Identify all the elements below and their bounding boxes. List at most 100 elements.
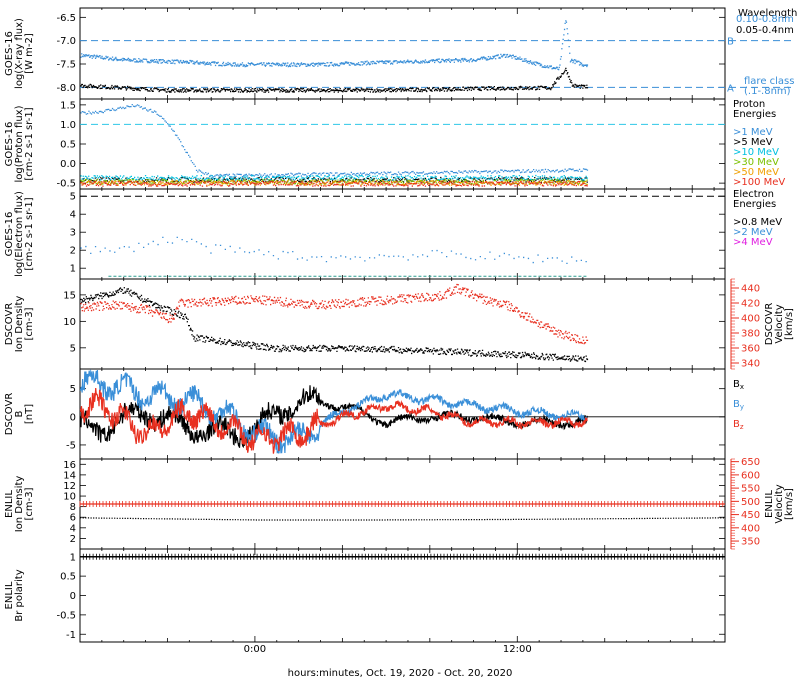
y-axis-label-line: Ion Density xyxy=(14,296,25,353)
series-ion-density xyxy=(80,517,724,521)
panel-frame xyxy=(79,98,726,190)
y-axis-label-line: B xyxy=(14,410,25,417)
series-0-05-0-4nm xyxy=(80,67,589,93)
y-tick-label: 1 xyxy=(70,552,76,563)
legend-entry: Bz xyxy=(733,419,744,431)
y2-tick-label: 420 xyxy=(741,299,760,310)
panel-7: 1 0.5 0 -0.5 -1 ENLIL Br polarity xyxy=(4,548,726,643)
y-tick-label: 0.0 xyxy=(60,159,76,170)
threshold-label: A xyxy=(727,83,734,94)
legend-title: Energies xyxy=(733,109,776,120)
y2-tick-label: 350 xyxy=(741,537,760,548)
y-tick-label: 4 xyxy=(70,210,76,221)
y-axis-label-line: DSCOVR xyxy=(4,393,15,436)
series--10-mev xyxy=(80,174,588,181)
y-axis-label-line: ENLIL xyxy=(4,490,15,518)
y-tick-label: 16 xyxy=(63,460,76,471)
panel-2: 1.5 1.0 0.5 0.0 -0.5 GOES-16 log(Proton flux)[… xyxy=(4,98,785,190)
y2-tick-label: 650 xyxy=(741,457,760,468)
y2-tick-label: 340 xyxy=(741,359,760,370)
y-axis-label-line: DSCOVR xyxy=(4,303,15,346)
y-tick-label: 8 xyxy=(70,502,76,513)
y2-tick-label: 500 xyxy=(741,497,760,508)
legend-subscript: x xyxy=(740,383,744,391)
y-tick-label: 0 xyxy=(70,412,76,423)
y2-tick-label: 400 xyxy=(741,314,760,325)
x-axis-label: hours:minutes, Oct. 19, 2020 - Oct. 20, … xyxy=(288,668,513,679)
x-tick-label: 0:00 xyxy=(244,644,266,655)
legend-entry: >30 MeV xyxy=(733,157,779,168)
y-axis-label-line: [nT] xyxy=(24,404,35,424)
y2-axis-label-line: Velocity xyxy=(774,304,785,343)
panel-frame xyxy=(79,278,726,370)
y-tick-label: 5 xyxy=(70,384,76,395)
series-by xyxy=(79,368,588,454)
legend-title: Proton xyxy=(733,99,765,110)
y-tick-label: -0.5 xyxy=(56,179,76,190)
y-axis-label: DSCOVR B [nT] xyxy=(4,393,35,436)
series-br-polarity-ticks xyxy=(79,553,724,560)
y-tick-label: -7.5 xyxy=(56,60,76,71)
y-tick-label: 0 xyxy=(70,591,76,602)
threshold-label: B xyxy=(727,37,734,48)
y2-tick-label: 600 xyxy=(741,470,760,481)
legend-subscript: y xyxy=(740,403,744,411)
flare-class-range: (.1-.8nm) xyxy=(744,86,791,97)
y2-tick-label: 440 xyxy=(741,284,760,295)
series--100-mev xyxy=(80,180,588,187)
y-tick-label: -6.5 xyxy=(56,13,76,24)
y-axis-label-line: log(Proton flux) xyxy=(14,105,25,182)
panel-frame xyxy=(79,188,726,280)
series-bx xyxy=(79,385,588,449)
series--2-mev xyxy=(80,236,587,264)
y2-tick-label: 360 xyxy=(741,344,760,355)
legend-entry: >10 MeV xyxy=(733,147,779,158)
y-axis-label-line: [cm-3] xyxy=(24,487,35,520)
y-tick-label: 6 xyxy=(70,513,76,524)
y-tick-label: 1.0 xyxy=(60,120,76,131)
legend-entry: >2 MeV xyxy=(733,227,773,238)
series--1-mev xyxy=(80,104,589,178)
y-tick-label: 1.5 xyxy=(60,100,76,111)
legend-entry: >100 MeV xyxy=(733,177,785,188)
y-axis-label: GOES-16 log(Proton flux) [cm-2 s-1 sr-1] xyxy=(4,105,35,182)
y-axis-label: ENLIL Ion Density [cm-3] xyxy=(4,476,35,533)
series--50-mev xyxy=(80,180,588,186)
y-tick-label: -7.0 xyxy=(56,36,76,47)
y2-tick-label: 400 xyxy=(741,523,760,534)
legend-entry: >0.8 MeV xyxy=(733,217,782,228)
legend-title: Wavelength xyxy=(738,8,797,19)
legend-entry: 0.05-0.4nm xyxy=(736,25,794,36)
y-axis-label: DSCOVR Ion Density [cm-3] xyxy=(4,296,35,353)
y2-axis-label-line: ENLIL xyxy=(764,490,775,518)
y-tick-label: -8.0 xyxy=(56,83,76,94)
y-axis-label-line: [cm-2 s-1 sr-1] xyxy=(24,107,35,180)
y-axis-label-line: GOES-16 xyxy=(4,31,15,76)
y2-axis-label-line: [km/s] xyxy=(784,308,795,340)
y-axis-label: GOES-16 log(Electron flux) [cm-2 s-1 sr-1] xyxy=(4,191,35,277)
legend-entry: Bx xyxy=(733,379,744,391)
y2-tick-label: 380 xyxy=(741,329,760,340)
panel-frame xyxy=(79,548,726,643)
y-tick-label: 2 xyxy=(70,534,76,545)
y-tick-label: 3 xyxy=(70,228,76,239)
series-0-10-0-8nm xyxy=(80,20,589,71)
y-axis-label-line: log(Electron flux) xyxy=(14,191,25,277)
series-velocity xyxy=(80,283,589,345)
series-bz xyxy=(79,388,588,454)
y-tick-label: 2 xyxy=(70,246,76,257)
y-axis-label-line: [cm-3] xyxy=(24,307,35,340)
series-ion-density xyxy=(80,287,589,363)
y2-axis-label: ENLIL Velocity [km/s] xyxy=(764,484,795,523)
series-velocity-ticks xyxy=(79,501,724,507)
flare-class-label: flare class xyxy=(744,76,794,87)
y-axis-label-line: GOES-16 xyxy=(4,212,15,257)
y-axis-label: ENLIL Br polarity xyxy=(4,569,25,621)
y-axis-label: GOES-16 log(X-ray flux) [W m-2] xyxy=(4,18,35,89)
y-tick-label: 14 xyxy=(63,470,76,481)
legend-entry: 0.10-0.8nm xyxy=(736,14,794,25)
y2-axis-label-line: Velocity xyxy=(774,484,785,523)
